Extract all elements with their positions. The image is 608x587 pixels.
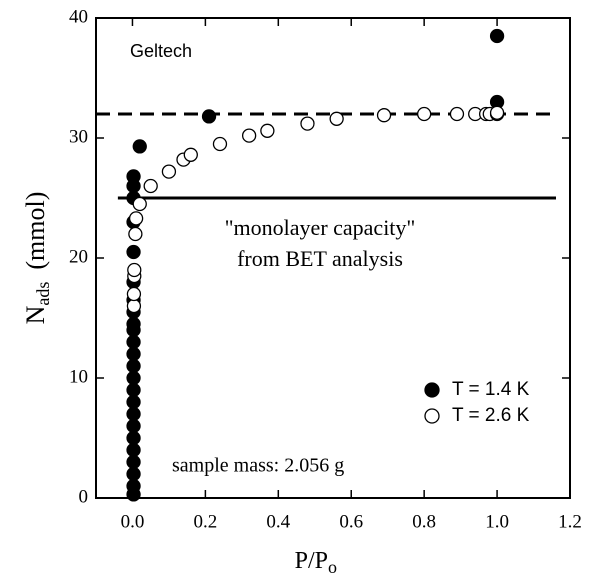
annotation: from BET analysis	[237, 246, 403, 271]
point	[212, 136, 228, 152]
point	[300, 116, 315, 131]
x-label-sub: o	[328, 557, 337, 577]
point	[329, 111, 344, 126]
point	[126, 316, 141, 332]
x-axis-label: P/Po	[295, 548, 337, 578]
point	[143, 178, 158, 194]
point	[183, 147, 198, 162]
point	[161, 164, 177, 179]
annotation: "monolayer capacity"	[225, 215, 416, 240]
point	[128, 226, 143, 242]
x-tick-label: 0.2	[194, 511, 218, 532]
x-tick-label: 0.8	[412, 511, 436, 532]
point	[126, 244, 141, 260]
point	[201, 109, 217, 124]
x-tick-label: 1.2	[558, 511, 582, 532]
point	[126, 394, 141, 410]
point	[132, 196, 147, 212]
y-tick-label: 0	[79, 486, 89, 507]
point	[126, 382, 141, 398]
point	[126, 298, 142, 314]
point	[489, 105, 505, 120]
point	[126, 358, 141, 374]
point	[489, 28, 505, 44]
point	[126, 286, 142, 302]
point	[132, 139, 147, 154]
legend-label: T = 2.6 K	[452, 405, 530, 426]
point	[126, 418, 141, 434]
y-tick-label: 30	[69, 126, 88, 147]
y-label-sub: ads	[33, 282, 53, 306]
point	[126, 466, 141, 482]
x-tick-label: 0.4	[266, 511, 290, 532]
x-tick-label: 0.0	[121, 511, 145, 532]
legend-marker	[424, 408, 440, 424]
point	[260, 123, 275, 138]
point	[417, 106, 432, 122]
point	[376, 108, 392, 123]
point	[126, 169, 141, 184]
legend-marker	[424, 382, 440, 398]
x-tick-label: 0.6	[339, 511, 363, 532]
point	[449, 106, 465, 122]
x-label-main: P/P	[295, 548, 328, 574]
annotation: sample mass: 2.056 g	[172, 455, 344, 477]
point	[126, 406, 141, 422]
legend-label: T = 1.4 K	[452, 379, 530, 400]
point	[126, 430, 141, 446]
point	[126, 454, 141, 470]
y-label-unit: (mmol)	[21, 192, 50, 270]
y-axis-label: Nads (mmol)	[21, 192, 53, 325]
x-tick-label: 1.0	[485, 511, 509, 532]
y-tick-label: 10	[69, 366, 88, 387]
point	[126, 346, 141, 362]
point	[126, 370, 141, 386]
y-label-main: N	[21, 305, 50, 324]
y-tick-label: 40	[69, 6, 88, 27]
annotation: Geltech	[130, 41, 192, 61]
point	[241, 128, 257, 143]
point	[126, 478, 141, 494]
point	[126, 442, 141, 458]
y-tick-label: 20	[69, 246, 88, 267]
point	[128, 211, 144, 226]
point	[126, 334, 141, 350]
point	[127, 262, 142, 278]
